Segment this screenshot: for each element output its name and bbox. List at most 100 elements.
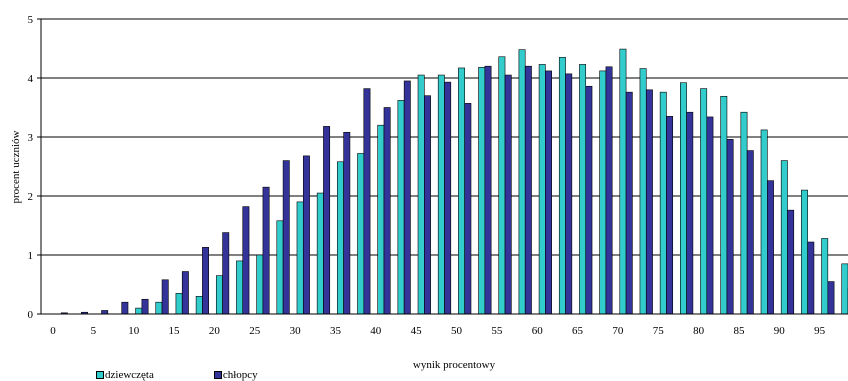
y-tick-label-1: 1 [28,250,34,262]
bar-boys-93 [787,209,795,315]
bar-girls-88 [740,111,748,315]
x-tick-label-80: 80 [693,325,705,337]
bar-boys-68 [585,85,593,315]
bar-girls-58 [498,56,506,315]
bar-girls-78 [659,91,667,315]
bar-girls-15 [155,301,163,315]
bar-boys-95 [807,241,815,315]
x-tick-label-45: 45 [411,325,423,337]
bar-boys-20 [202,247,209,315]
bar-boys-73 [625,91,633,315]
bar-boys-15 [161,279,169,315]
bar-boys-50 [444,81,452,315]
x-tick-label-85: 85 [733,325,745,337]
bar-boys-70 [605,66,613,315]
bar-boys-35 [323,126,331,315]
bar-girls-93 [780,160,788,315]
x-tick-label-60: 60 [532,325,544,337]
bar-boys-10 [121,301,129,315]
bar-girls-70 [599,70,607,315]
bar-girls-30 [276,220,284,315]
bar-boys-83 [706,116,714,315]
bar-girls-23 [215,275,223,315]
x-tick-label-70: 70 [612,325,624,337]
bar-boys-60 [524,65,532,315]
bar-boys-25 [242,206,250,315]
x-tick-label-75: 75 [653,325,665,337]
bar-girls-18 [175,293,183,315]
bar-girls-80 [679,82,687,315]
bar-girls-33 [296,201,304,315]
y-tick-label-0: 0 [28,309,34,321]
bar-girls-98 [821,238,829,315]
x-tick-label-10: 10 [128,325,140,337]
x-tick-label-5: 5 [91,325,97,337]
bar-girls-38 [337,161,344,315]
bar-boys-75 [645,89,653,315]
bar-girls-65 [558,57,566,315]
bar-boys-28 [262,186,270,315]
x-tick-label-55: 55 [491,325,503,337]
bar-boys-30 [282,160,290,315]
bar-girls-45 [397,100,405,315]
y-tick-label-4: 4 [28,73,34,85]
x-tick-label-95: 95 [814,325,826,337]
bar-boys-13 [141,298,149,315]
bar-girls-35 [316,192,324,315]
y-tick-label-5: 5 [28,14,34,26]
bar-girls-40 [357,153,365,315]
bar-boys-53 [464,103,472,315]
x-tick-labels: 0 5 10 15 20 25 30 35 40 45 50 55 60 65 70 75 80 85 90 95 [50,325,825,337]
bar-boys-90 [766,180,774,315]
bar-boys-88 [746,150,754,315]
bar-girls-28 [256,254,264,315]
bar-boys-23 [222,232,230,315]
y-tick-label-2: 2 [28,191,34,203]
legend-item-boys: chłopcy [213,368,258,381]
legend-label-boys: chłopcy [222,368,258,381]
bar-girls-20 [195,295,203,315]
bar-girls-13 [135,307,143,315]
bar-boys-38 [343,131,351,315]
y-axis-title: procent uczniów [10,130,22,203]
bar-girls-95 [801,189,808,315]
legend-swatch-girls [96,370,104,379]
bar-girls-53 [458,67,465,315]
bar-girls-48 [417,74,425,315]
bar-boys-8 [101,310,109,315]
bar-girls-60 [518,49,526,315]
bar-girls-85 [720,95,728,315]
bar-girls-50 [437,74,445,315]
x-tick-label-25: 25 [249,325,261,337]
legend-swatch-boys [213,370,222,379]
bar-girls-100 [841,263,848,315]
bars [60,48,848,315]
x-tick-label-65: 65 [572,325,584,337]
bar-boys-33 [302,155,310,315]
bar-boys-55 [484,65,492,315]
legend: dziewczęta chłopcy [96,368,318,381]
legend-item-girls: dziewczęta [96,369,154,381]
bar-boys-45 [403,80,411,315]
bar-boys-63 [545,70,552,315]
bar-boys-78 [666,116,674,315]
bar-girls-90 [760,129,768,315]
x-tick-label-0: 0 [50,325,56,337]
bar-boys-85 [726,139,734,315]
y-tick-labels: 0 1 2 3 4 5 [28,14,34,321]
bar-boys-43 [383,107,391,315]
bar-boys-48 [424,95,431,315]
bar-boys-40 [363,88,371,315]
x-tick-label-90: 90 [774,325,786,337]
y-tick-label-3: 3 [28,132,34,144]
bar-boys-58 [504,74,512,315]
axes [37,18,848,315]
bar-girls-83 [700,88,708,315]
legend-label-girls: dziewczęta [105,368,154,381]
x-axis-title: wynik procentowy [413,359,496,371]
bar-boys-98 [827,281,835,315]
bar-boys-65 [565,73,573,315]
x-tick-label-30: 30 [290,325,302,337]
bar-girls-63 [538,64,546,315]
bar-girls-43 [377,124,385,315]
